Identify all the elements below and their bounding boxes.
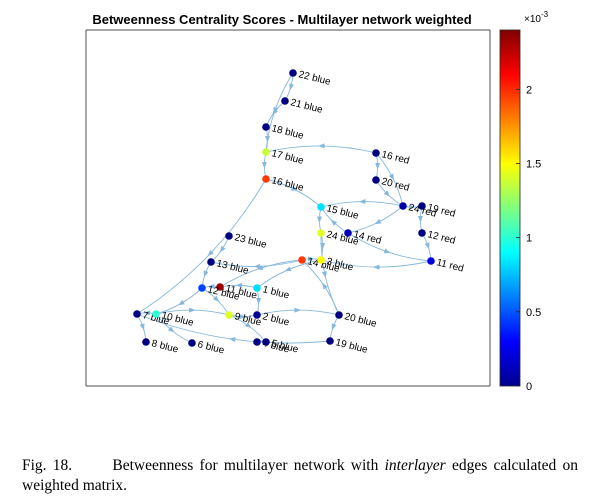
node-marker — [142, 338, 150, 346]
node-marker — [335, 311, 343, 319]
node-marker — [253, 311, 261, 319]
node-marker — [262, 175, 270, 183]
edge-arrow — [244, 322, 252, 329]
edge-arrow — [261, 162, 267, 169]
node-marker — [418, 229, 426, 237]
node-marker — [317, 229, 325, 237]
edge-arrow — [308, 256, 315, 262]
node-marker — [372, 176, 380, 184]
node-marker — [262, 123, 270, 131]
edge-arrow — [294, 307, 301, 313]
edge-arrow — [374, 219, 382, 225]
edge-arrow — [318, 143, 325, 149]
edge-arrow — [143, 310, 150, 316]
edge-arrow — [383, 248, 391, 254]
node-marker — [372, 149, 380, 157]
node-marker — [188, 339, 196, 347]
edge-arrow — [417, 216, 423, 223]
edge-arrow — [253, 263, 261, 269]
colorbar-tick-label: 0 — [526, 381, 532, 393]
caption-emphasis: interlayer — [384, 457, 446, 474]
node-marker — [253, 284, 261, 292]
edge-arrow — [167, 326, 175, 333]
colorbar-ticks: 0 0.5 1 1.5 2 — [516, 84, 541, 393]
edge-arrow — [235, 282, 243, 288]
node-marker — [427, 257, 435, 265]
colorbar-tick-label: 1.5 — [526, 159, 541, 171]
edge-arrow — [256, 298, 262, 305]
edge-arrow — [139, 323, 145, 331]
edge-arrow — [331, 323, 337, 331]
edge-arrow — [289, 83, 295, 91]
node-marker — [133, 310, 141, 318]
node-marker — [225, 232, 233, 240]
edge-arrow — [203, 270, 209, 278]
edge-arrow — [273, 106, 279, 114]
figure-number: Fig. 18. — [22, 457, 73, 474]
caption-text-before: Betweenness for multilayer network with — [112, 457, 379, 474]
edge-arrow — [284, 266, 292, 272]
figure-caption: Fig. 18. Betweenness for multilayer netw… — [22, 456, 578, 496]
node-marker — [207, 258, 215, 266]
node-marker — [198, 284, 206, 292]
edge-arrow — [372, 264, 380, 270]
edge-arrow — [228, 337, 236, 343]
colorbar-tick-label: 1 — [526, 233, 532, 245]
edge-arrow — [219, 245, 226, 253]
edge-arrow — [321, 271, 327, 279]
node-marker — [289, 69, 297, 77]
edge-arrow — [177, 299, 185, 306]
edge-arrow — [383, 190, 391, 197]
caption-text-after: edges calculated on weighted matrix. — [22, 457, 579, 494]
node-marker — [344, 229, 352, 237]
edge-arrow — [212, 295, 220, 303]
node-marker — [326, 337, 334, 345]
colorbar-tick-label: 0.5 — [526, 307, 541, 319]
chart-title: Betweenness Centrality Scores - Multilay… — [92, 12, 471, 27]
edge-arrow — [189, 307, 196, 313]
edge-arrow — [330, 219, 338, 226]
node-marker — [399, 202, 407, 210]
colorbar-tick-label: 2 — [526, 84, 532, 96]
edge-arrow — [207, 249, 214, 257]
edge-arrow — [424, 242, 430, 250]
edge-arrow — [316, 216, 322, 223]
node-marker — [262, 338, 270, 346]
node-marker — [317, 256, 325, 264]
node-marker — [253, 338, 261, 346]
edge-arrow — [375, 163, 381, 170]
edge-arrow — [358, 199, 366, 205]
edge-arrow — [290, 185, 298, 192]
node-marker — [225, 311, 233, 319]
node-marker — [281, 97, 289, 105]
node-marker — [418, 202, 426, 210]
edge-arrow — [322, 282, 328, 290]
node-marker — [317, 203, 325, 211]
edge-arrow — [239, 314, 246, 320]
colorbar-exponent: ×10-3 — [524, 10, 549, 25]
node-marker — [298, 256, 306, 264]
edge-arrow — [409, 204, 416, 210]
node-marker — [216, 283, 224, 291]
edge-arrow — [207, 283, 215, 289]
network-figure: Betweenness Centrality Scores - Multilay… — [85, 10, 549, 393]
node-marker — [152, 310, 160, 318]
colorbar — [499, 29, 521, 387]
node-marker — [262, 148, 270, 156]
edge-arrow — [388, 173, 395, 181]
